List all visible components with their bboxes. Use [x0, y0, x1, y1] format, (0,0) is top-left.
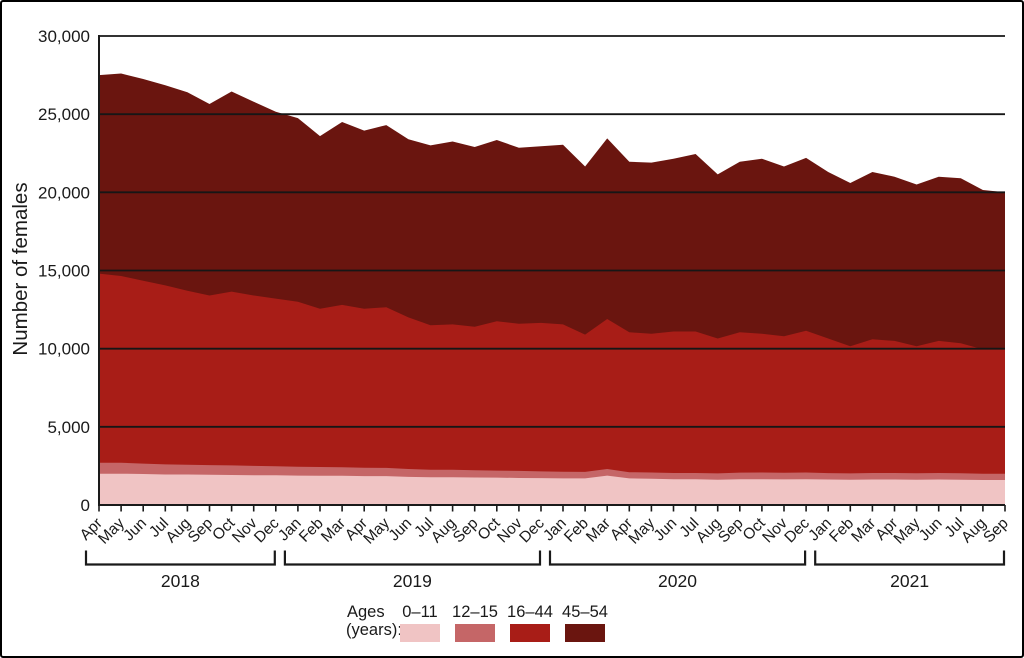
legend-title-line1: Ages	[347, 603, 385, 621]
legend-swatch-16-44	[510, 624, 550, 642]
y-tick-label: 20,000	[38, 183, 90, 202]
y-tick-labels: 0 5,000 10,000 15,000 20,000 25,000 30,000	[38, 27, 90, 515]
gridlines	[99, 35, 1005, 428]
year-label-2020: 2020	[658, 571, 697, 591]
year-bracket-2021	[814, 550, 1006, 566]
legend-label-12-15: 12–15	[452, 603, 498, 621]
legend-label-16-44: 16–44	[507, 603, 553, 621]
axes	[98, 35, 1005, 506]
y-tick-label: 15,000	[38, 262, 90, 281]
x-ticks	[98, 505, 1006, 512]
year-label-2019: 2019	[393, 571, 432, 591]
y-tick-label: 25,000	[38, 105, 90, 124]
year-brackets: 2018 2019 2020 2021	[84, 550, 1006, 591]
legend-title-line2: (years):	[346, 621, 402, 639]
legend-swatch-12-15	[455, 624, 495, 642]
y-tick-label: 5,000	[47, 418, 90, 437]
legend-swatch-0-11	[400, 624, 440, 642]
area-series-16-44	[99, 273, 1005, 505]
legend: Ages (years): 0–11 12–15 16–44 45–54	[346, 603, 608, 642]
x-tick-label: Sep	[980, 515, 1012, 547]
area-stack	[99, 73, 1005, 505]
year-bracket-2020	[548, 550, 807, 566]
year-bracket-2018	[84, 550, 276, 566]
y-tick-label: 0	[81, 496, 90, 515]
legend-label-0-11: 0–11	[402, 603, 437, 621]
y-tick-label: 10,000	[38, 340, 90, 359]
area-series-0-11	[99, 473, 1005, 505]
legend-items: 0–11 12–15 16–44 45–54	[400, 603, 608, 642]
year-label-2018: 2018	[161, 571, 200, 591]
x-tick-labels: AprMayJunJulAugSepOctNovDecJanFebMarAprM…	[77, 514, 1012, 547]
y-axis-title: Number of females	[9, 182, 32, 355]
year-bracket-2019	[283, 550, 542, 566]
y-tick-label: 30,000	[38, 27, 90, 46]
year-label-2021: 2021	[890, 571, 929, 591]
legend-swatch-45-54	[565, 624, 605, 642]
legend-label-45-54: 45–54	[562, 603, 608, 621]
